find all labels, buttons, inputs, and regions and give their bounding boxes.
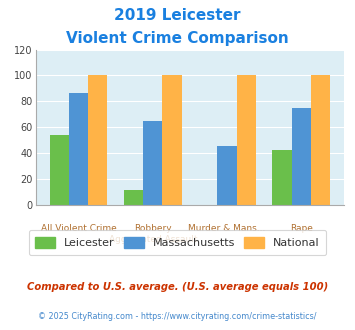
- Text: All Violent Crime: All Violent Crime: [40, 224, 116, 233]
- Text: 2019 Leicester: 2019 Leicester: [114, 8, 241, 23]
- Bar: [69, 93, 88, 205]
- Text: Compared to U.S. average. (U.S. average equals 100): Compared to U.S. average. (U.S. average …: [27, 282, 328, 292]
- Bar: [124, 190, 143, 205]
- Bar: [163, 75, 182, 205]
- Bar: [143, 120, 163, 205]
- Bar: [50, 135, 69, 205]
- Bar: [292, 108, 311, 205]
- Bar: [311, 75, 330, 205]
- Text: Robbery: Robbery: [134, 224, 171, 233]
- Bar: [217, 147, 237, 205]
- Text: Rape: Rape: [290, 224, 313, 233]
- Bar: [237, 75, 256, 205]
- Bar: [88, 75, 108, 205]
- Legend: Leicester, Massachusetts, National: Leicester, Massachusetts, National: [29, 230, 326, 255]
- Text: Violent Crime Comparison: Violent Crime Comparison: [66, 31, 289, 46]
- Text: Murder & Mans...: Murder & Mans...: [189, 224, 266, 233]
- Text: © 2025 CityRating.com - https://www.cityrating.com/crime-statistics/: © 2025 CityRating.com - https://www.city…: [38, 312, 317, 321]
- Bar: [272, 150, 292, 205]
- Text: Aggravated Assault: Aggravated Assault: [109, 235, 197, 244]
